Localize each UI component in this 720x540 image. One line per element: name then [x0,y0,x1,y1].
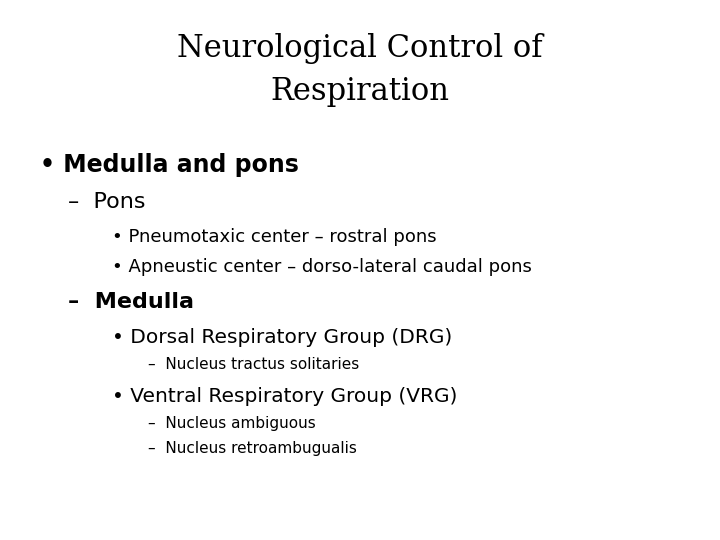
Text: • Dorsal Respiratory Group (DRG): • Dorsal Respiratory Group (DRG) [112,328,452,347]
Text: • Pneumotaxic center – rostral pons: • Pneumotaxic center – rostral pons [112,227,436,246]
Text: • Medulla and pons: • Medulla and pons [40,153,299,177]
Text: –  Nucleus retroambugualis: – Nucleus retroambugualis [148,441,356,456]
Text: Neurological Control of: Neurological Control of [177,33,543,64]
Text: • Apneustic center – dorso-lateral caudal pons: • Apneustic center – dorso-lateral cauda… [112,258,531,276]
Text: Respiration: Respiration [271,76,449,107]
Text: –  Nucleus ambiguous: – Nucleus ambiguous [148,416,315,431]
Text: –  Medulla: – Medulla [68,292,194,313]
Text: –  Pons: – Pons [68,192,146,213]
Text: –  Nucleus tractus solitaries: – Nucleus tractus solitaries [148,357,359,372]
Text: • Ventral Respiratory Group (VRG): • Ventral Respiratory Group (VRG) [112,387,457,407]
